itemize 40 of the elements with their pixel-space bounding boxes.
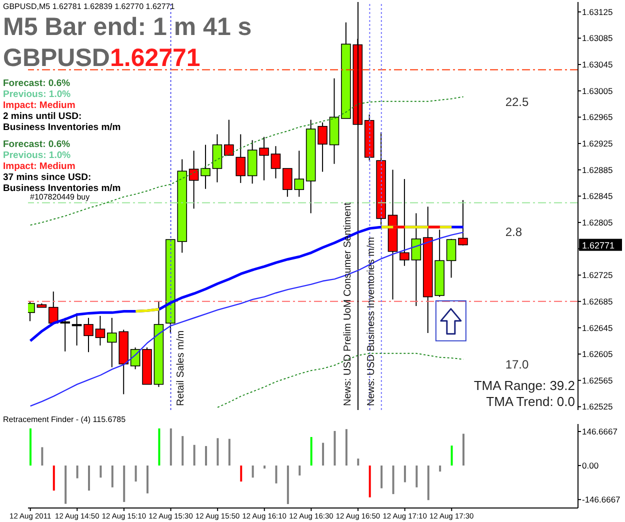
y-tick-label: 1.63085 [582, 33, 613, 44]
chart-title: Retracement Finder - (4) 115.6785 [3, 415, 126, 424]
y-tick-label: 146.6667 [582, 426, 618, 437]
y-tick-label: -146.6667 [582, 494, 621, 505]
annotation: Impact: Medium [3, 100, 76, 111]
annotation: Impact: Medium [3, 161, 76, 172]
y-tick-label: 1.62605 [582, 349, 613, 360]
ref-line-label: #107820449 buy [30, 192, 90, 202]
annotation: 22.5 [505, 94, 529, 109]
annotation: Previous: 1.0% [3, 150, 72, 161]
y-tick-label: 1.62885 [582, 164, 613, 175]
annotation: TMA Range: 39.2 [474, 378, 575, 393]
chart-title: GBPUSD,M5 1.62781 1.62839 1.62770 1.62771 [3, 2, 176, 11]
annotation: 2 mins until USD: Business Inventories m/m [3, 111, 121, 133]
text: 1.62771 [582, 240, 615, 250]
y-tick-label: 1.62725 [582, 270, 613, 280]
y-tick-label: 1.63045 [582, 60, 613, 70]
y-tick-label: 1.62925 [582, 138, 613, 148]
annotation: 2.8 [505, 225, 522, 240]
y-tick-label: 0.00 [582, 460, 599, 471]
ref-line-label: News: USD Prelim UoM Consumer Sentiment [342, 202, 354, 406]
annotation: 37 mins since USD: Business Inventories m/m [3, 172, 121, 194]
annotation: 1.62771 [110, 44, 200, 72]
y-tick-label: 1.63125 [582, 6, 613, 17]
y-tick-label: 1.62645 [582, 322, 613, 333]
y-tick-label: 1.62965 [582, 112, 613, 122]
annotation: Forecast: 0.6% [3, 139, 71, 150]
annotation: TMA Trend: 0.0 [486, 394, 575, 409]
y-tick-label: 1.62565 [582, 375, 613, 386]
annotation: 17.0 [505, 357, 529, 372]
y-tick-label: 1.63005 [582, 86, 613, 96]
y-tick-label: 1.62805 [582, 217, 613, 228]
annotation: M5 Bar end: 1 m 41 s [3, 13, 252, 41]
annotation: Forecast: 0.6% [3, 78, 71, 89]
y-tick-label: 1.62525 [582, 402, 613, 412]
ref-line-label: News: USD Business Inventories m/m [366, 237, 378, 406]
ref-line-label: Retail Sales m/m [175, 330, 186, 406]
y-tick-label: 1.62685 [582, 296, 613, 306]
y-tick-label: 1.62845 [582, 191, 613, 202]
annotation: Previous: 1.0% [3, 89, 72, 100]
